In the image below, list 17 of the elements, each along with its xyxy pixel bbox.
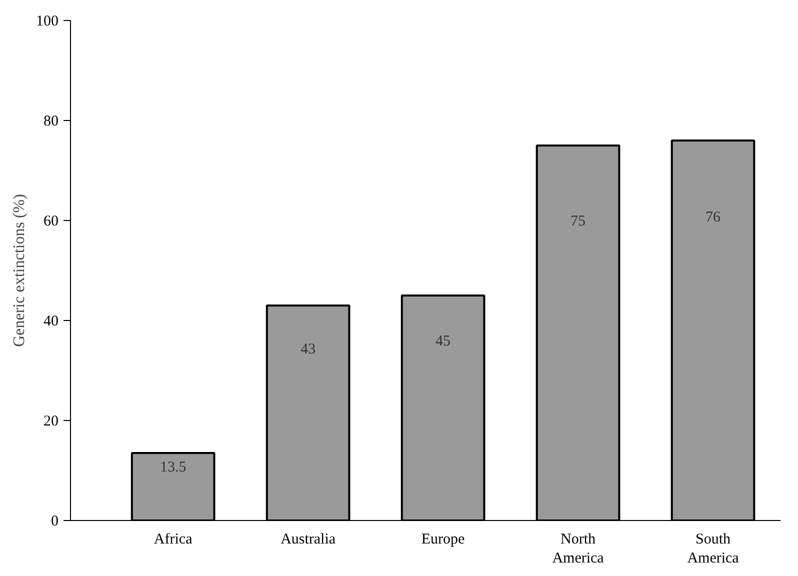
- data-label: 75: [570, 214, 586, 230]
- y-tick-label: 40: [44, 314, 58, 330]
- y-tick-label: 100: [36, 14, 58, 30]
- y-axis-title: Generic extinctions (%): [11, 194, 28, 347]
- x-tick-label: Europe: [421, 532, 466, 548]
- y-tick-label: 20: [44, 414, 58, 430]
- x-tick-label: North America: [552, 532, 604, 567]
- data-label: 13.5: [160, 460, 186, 476]
- data-label: 45: [436, 334, 451, 350]
- y-tick-label: 0: [51, 514, 58, 530]
- data-label: 43: [300, 342, 316, 358]
- y-tick-label: 60: [44, 214, 58, 230]
- y-tick-label: 80: [44, 114, 58, 130]
- x-tick-label: South America: [687, 532, 740, 567]
- data-label: 76: [706, 210, 722, 226]
- x-tick-label: Australia: [280, 532, 336, 548]
- x-tick-label: Africa: [154, 532, 193, 548]
